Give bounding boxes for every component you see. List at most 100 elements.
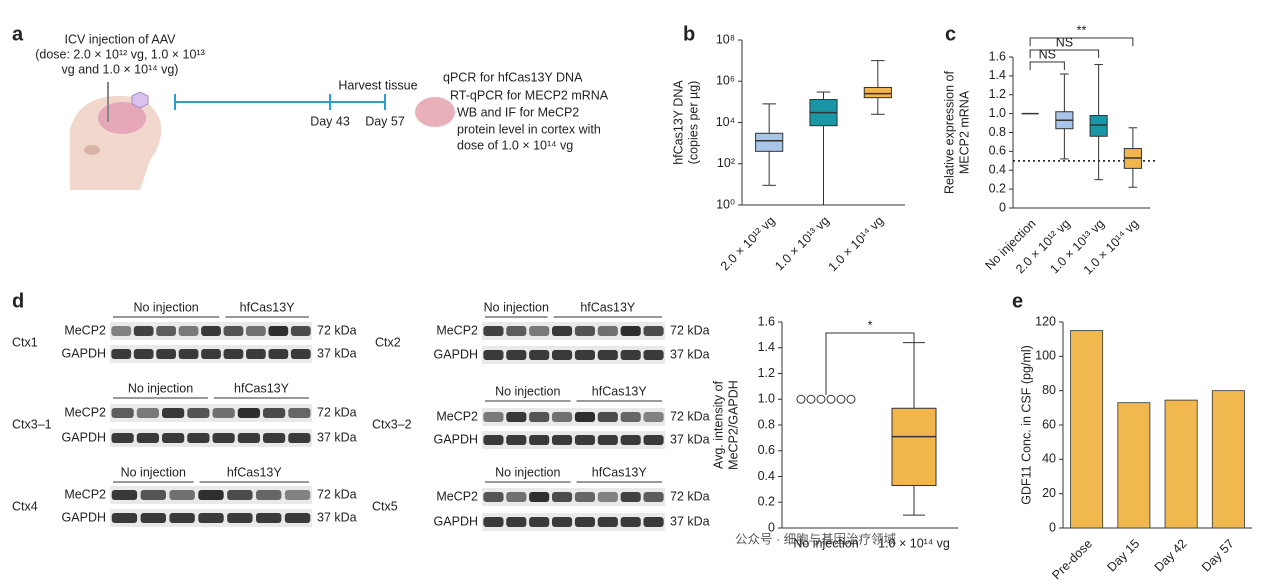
panel-letter: b: [683, 23, 695, 45]
blot-strip: [482, 408, 665, 426]
x-tick-label: 1.0 × 10¹⁴ vg: [826, 214, 887, 275]
blot-band: [620, 326, 641, 336]
y-tick-label: 0: [1049, 520, 1056, 534]
x-tick-label: Day 57: [1199, 537, 1237, 575]
blot-band: [169, 490, 195, 500]
y-tick-label: 100: [1035, 349, 1056, 363]
blot-band: [136, 433, 159, 443]
panel-letter: c: [945, 23, 956, 45]
blot-region: Ctx1: [12, 335, 38, 349]
blot-region: Ctx5: [372, 499, 398, 513]
size-label: 72 kDa: [317, 405, 357, 419]
blot-band: [156, 326, 176, 336]
blot-band: [574, 435, 596, 445]
y-tick-label: 120: [1035, 314, 1056, 328]
blot-strip: [482, 431, 665, 449]
y-tick-label: 0.2: [989, 181, 1006, 195]
watermark: 公众号 · 细胞与基因治疗领域: [735, 532, 896, 546]
bar: [1117, 402, 1151, 529]
panel-letter: d: [12, 290, 24, 312]
blot-band: [246, 326, 266, 336]
brain-icon: [415, 97, 455, 127]
protein-label: GAPDH: [434, 347, 478, 361]
y-tick-label: 0.2: [758, 495, 775, 509]
schematic-art: [70, 82, 455, 190]
y-tick-label: 10⁴: [716, 115, 735, 129]
blot-band: [483, 326, 504, 336]
protein-label: GAPDH: [434, 432, 478, 446]
blot-band: [551, 492, 573, 502]
size-label: 37 kDa: [670, 347, 710, 361]
size-label: 37 kDa: [317, 346, 357, 360]
blot-band: [223, 326, 244, 336]
blot-band: [620, 435, 641, 445]
protein-label: GAPDH: [62, 430, 106, 444]
y-tick-label: 0: [768, 520, 775, 534]
blot-band: [288, 408, 311, 418]
y-axis-label: GDF11 Conc. in CSF (pg/ml): [1019, 345, 1033, 505]
blot-band: [187, 433, 210, 443]
blot-band: [597, 350, 618, 360]
assay-text: protein level in cortex with: [457, 122, 601, 136]
protein-label: MeCP2: [436, 409, 478, 423]
blot-group: hfCas13Y: [592, 465, 648, 479]
assay-text: RT-qPCR for MECP2 mRNA: [450, 88, 609, 102]
y-tick-label: 1.2: [989, 87, 1006, 101]
y-tick-label: 10⁸: [716, 32, 735, 46]
blot-band: [620, 492, 641, 502]
blot-group: No injection: [128, 381, 193, 395]
blot-band: [643, 517, 664, 527]
y-tick-label: 0.8: [758, 417, 775, 431]
blot-strip: [482, 346, 665, 364]
y-tick-label: 0.6: [758, 443, 775, 457]
blot-region: Ctx4: [12, 499, 38, 513]
size-label: 37 kDa: [317, 510, 357, 524]
blot-band: [529, 412, 550, 422]
blot-band: [529, 517, 550, 527]
blot-band: [643, 326, 664, 336]
blot-strip: [482, 322, 665, 340]
y-tick-label: 0.4: [758, 469, 775, 483]
blot-band: [111, 349, 132, 359]
blot-band: [483, 435, 504, 445]
box: [1089, 115, 1108, 137]
blot-band: [643, 435, 664, 445]
x-tick-label: Day 15: [1104, 537, 1142, 575]
blot-band: [284, 513, 311, 523]
blot-band: [483, 350, 504, 360]
panel-letter: a: [12, 23, 24, 45]
panel-letter: e: [1012, 290, 1023, 312]
blot-band: [178, 326, 199, 336]
blot-band: [597, 435, 618, 445]
blot-band: [643, 492, 664, 502]
y-axis-label: (copies per µg): [686, 81, 700, 165]
blot-group: No injection: [133, 300, 198, 314]
blot-region: Ctx3–1: [12, 417, 52, 431]
y-tick-label: 1.0: [758, 392, 775, 406]
blot-group: hfCas13Y: [234, 381, 290, 395]
blot-band: [574, 517, 596, 527]
blot-band: [136, 408, 159, 418]
blot-band: [111, 433, 134, 443]
blot-strip: [482, 513, 665, 531]
y-tick-label: 60: [1042, 417, 1056, 431]
box: [755, 132, 784, 152]
point: [846, 394, 856, 404]
y-tick-label: 10⁶: [716, 74, 735, 88]
blot-band: [111, 490, 138, 500]
size-label: 72 kDa: [317, 323, 357, 337]
blot-region: Ctx3–2: [372, 417, 412, 431]
blot-band: [268, 349, 289, 359]
y-tick-label: 80: [1042, 383, 1056, 397]
y-tick-label: 0.4: [989, 163, 1006, 177]
blot-group: No injection: [484, 300, 549, 314]
point: [796, 394, 806, 404]
point: [806, 394, 816, 404]
protein-label: GAPDH: [434, 514, 478, 528]
blot-band: [162, 408, 185, 418]
significance-bracket: [1029, 37, 1134, 46]
blot-band: [162, 433, 185, 443]
aav-icon: [131, 91, 149, 109]
size-label: 72 kDa: [670, 323, 710, 337]
blot-group: hfCas13Y: [592, 384, 648, 398]
